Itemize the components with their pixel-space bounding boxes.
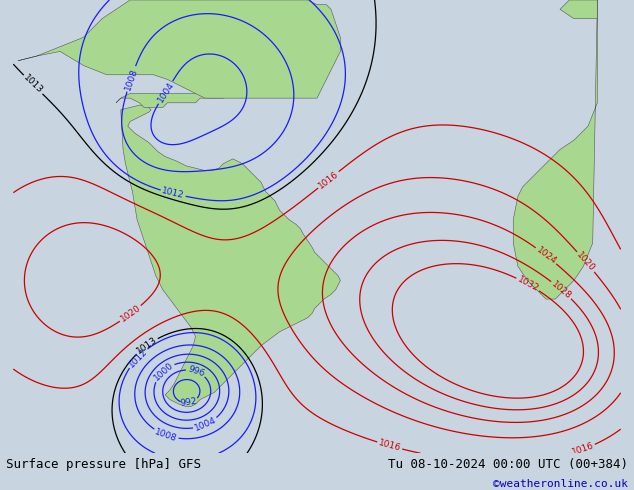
Text: 992: 992: [179, 397, 197, 408]
Text: 1008: 1008: [153, 427, 178, 443]
Text: 1012: 1012: [161, 186, 185, 200]
Text: 996: 996: [186, 365, 205, 379]
Text: Tu 08-10-2024 00:00 UTC (00+384): Tu 08-10-2024 00:00 UTC (00+384): [387, 458, 628, 471]
Text: 1028: 1028: [550, 279, 573, 301]
Text: 1016: 1016: [316, 169, 340, 191]
Polygon shape: [560, 0, 597, 19]
Text: 1004: 1004: [193, 416, 217, 433]
Text: 1020: 1020: [574, 250, 597, 273]
Text: 1016: 1016: [377, 439, 402, 453]
Text: ©weatheronline.co.uk: ©weatheronline.co.uk: [493, 480, 628, 490]
Polygon shape: [120, 105, 340, 407]
Text: 1012: 1012: [127, 346, 149, 369]
Text: 1016: 1016: [571, 441, 595, 457]
Text: 1013: 1013: [22, 74, 44, 96]
Text: 1008: 1008: [123, 67, 139, 91]
Polygon shape: [18, 0, 340, 98]
Text: 1000: 1000: [152, 360, 175, 382]
Text: 1013: 1013: [134, 335, 158, 356]
Text: 1024: 1024: [534, 245, 558, 266]
Polygon shape: [514, 0, 597, 299]
Polygon shape: [116, 94, 224, 107]
Text: 1032: 1032: [515, 275, 540, 294]
Text: 1020: 1020: [119, 303, 143, 324]
Text: 1004: 1004: [156, 80, 176, 104]
Text: Surface pressure [hPa] GFS: Surface pressure [hPa] GFS: [6, 458, 202, 471]
